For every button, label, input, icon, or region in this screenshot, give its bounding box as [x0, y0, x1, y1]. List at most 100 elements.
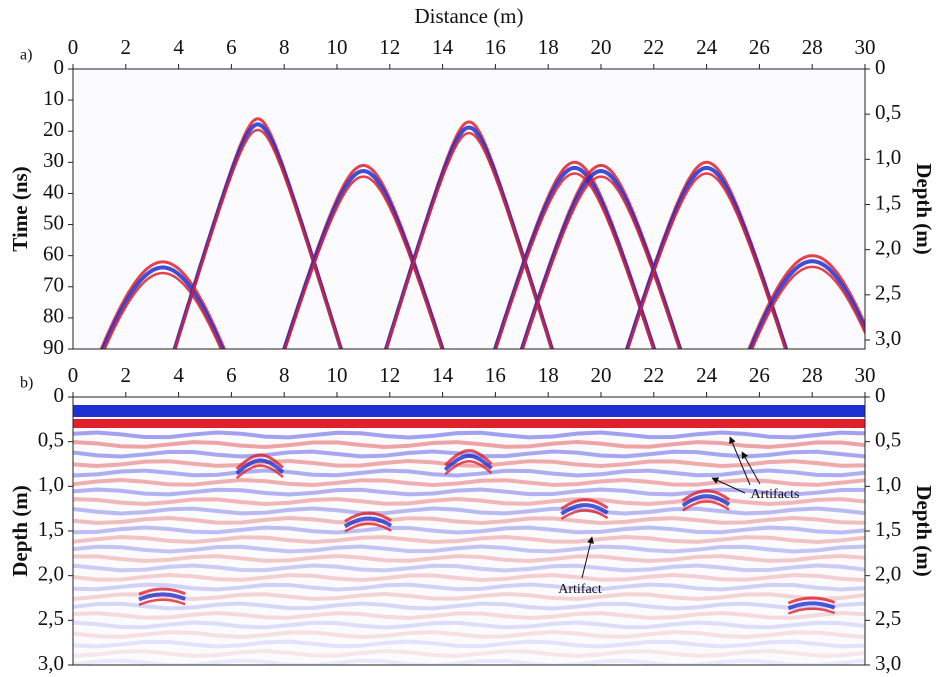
hyperbola [682, 500, 730, 512]
hyperbola [443, 454, 493, 472]
texture-band [73, 582, 865, 592]
hyperbola [283, 175, 444, 349]
x-tick-label: 30 [855, 35, 876, 59]
texture-band [73, 544, 865, 554]
x-tick-label: 30 [855, 363, 876, 387]
texture-band [73, 439, 865, 449]
hyperbola [560, 509, 609, 520]
texture-band [73, 572, 865, 582]
y2-tick-label: 2,5 [875, 281, 901, 305]
hyperbola [235, 458, 285, 476]
annotation-arrow [581, 536, 594, 579]
annotation: Artifact [558, 582, 602, 597]
hyperbola [384, 120, 554, 349]
texture-band [73, 468, 865, 478]
texture-band [73, 515, 865, 525]
x-tick-label: 22 [643, 363, 664, 387]
y2-axis-title: Depth (m) [912, 163, 936, 255]
hyperbola [173, 128, 342, 349]
hyperbola [747, 254, 865, 349]
y2-tick-label: 2,0 [875, 561, 901, 585]
panel-label: a) [20, 47, 32, 64]
x-tick-label: 16 [485, 35, 506, 59]
hyperbola [385, 131, 553, 349]
plot-area [73, 69, 865, 349]
x-tick-label: 12 [379, 35, 400, 59]
x-tick-label: 8 [279, 35, 290, 59]
hyperbola [138, 598, 186, 606]
surface-red [73, 419, 865, 428]
hyperbola [100, 265, 225, 349]
x-tick-label: 24 [696, 35, 718, 59]
texture-band [73, 629, 865, 639]
y-tick-label: 30 [43, 148, 64, 172]
hyperbola [681, 494, 731, 508]
x-axis-title: Distance (m) [414, 4, 523, 28]
texture-band [73, 496, 865, 506]
hyperbola [344, 522, 392, 533]
annotation-arrow [741, 451, 761, 485]
hyperbola [494, 172, 655, 349]
x-tick-label: 22 [643, 35, 664, 59]
hyperbola [493, 160, 657, 349]
hyperbola [560, 503, 609, 516]
texture-band [73, 649, 865, 659]
texture-band [73, 477, 865, 488]
x-tick-label: 10 [327, 35, 348, 59]
annotation-arrow [729, 436, 751, 486]
surface-blue [73, 405, 865, 417]
y2-tick-label: 1,0 [875, 472, 901, 496]
hyperbola [748, 259, 865, 349]
plot-bg [73, 69, 865, 349]
x-tick-label: 28 [802, 35, 823, 59]
hyperbola [138, 587, 186, 596]
y-tick-label: 0,5 [38, 427, 64, 451]
x-tick-label: 6 [226, 363, 237, 387]
y-tick-label: 90 [43, 335, 64, 359]
x-tick-label: 4 [173, 363, 184, 387]
x-tick-label: 26 [749, 363, 770, 387]
y2-tick-label: 3,0 [875, 651, 901, 675]
x-tick-label: 24 [696, 363, 718, 387]
texture-band [73, 670, 865, 675]
x-tick-label: 14 [432, 363, 454, 387]
hyperbola [99, 260, 226, 349]
hyperbola [625, 165, 789, 349]
x-tick-label: 12 [379, 363, 400, 387]
y-tick-label: 1,5 [38, 517, 64, 541]
y2-tick-label: 0 [875, 383, 886, 407]
x-tick-label: 4 [173, 35, 184, 59]
hyperbola [138, 592, 186, 602]
x-tick-label: 20 [591, 363, 612, 387]
hyperbola [519, 163, 683, 349]
hyperbola [444, 460, 493, 476]
y2-axis-title: Depth (m) [912, 485, 936, 577]
hyperbola [282, 168, 445, 349]
y2-tick-label: 0,5 [875, 100, 901, 124]
y-tick-label: 70 [43, 273, 64, 297]
hyperbola [493, 165, 657, 349]
hyperbola [235, 464, 284, 480]
hyperbola [625, 160, 789, 349]
y2-tick-label: 0 [875, 55, 886, 79]
plot-frame [72, 68, 866, 350]
y-tick-label: 3,0 [38, 651, 64, 675]
y-tick-label: 0 [54, 55, 65, 79]
y2-tick-label: 3,0 [875, 326, 901, 350]
texture-band [73, 553, 865, 563]
annotation: Artifacts [751, 487, 800, 502]
texture-band [73, 601, 865, 611]
texture-band [73, 525, 865, 535]
texture-band [73, 563, 865, 573]
y-tick-label: 20 [43, 117, 64, 141]
x-tick-label: 0 [68, 35, 79, 59]
x-tick-label: 28 [802, 363, 823, 387]
plot-area [73, 397, 865, 675]
hyperbola [519, 168, 683, 349]
y-tick-label: 2,5 [38, 606, 64, 630]
x-tick-label: 6 [226, 35, 237, 59]
y2-tick-label: 2,0 [875, 235, 901, 259]
hyperbola [787, 596, 836, 605]
